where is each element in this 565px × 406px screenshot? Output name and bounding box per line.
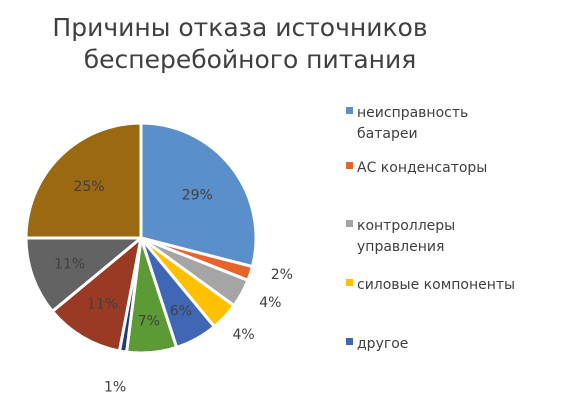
legend-swatch (346, 107, 353, 114)
legend-label: контроллеры (357, 218, 455, 234)
slice-data-label: 7% (138, 313, 160, 329)
slice-data-label: 25% (73, 179, 104, 195)
legend-label: силовые компоненты (357, 277, 515, 293)
legend-swatch (346, 338, 353, 345)
pie-data-labels: 29% 2% 4% 4% 6% 7% 1% 11% 11% 25% (54, 179, 293, 395)
slice-data-label: 1% (104, 379, 126, 395)
legend-swatch (346, 220, 353, 227)
legend-label: батареи (357, 126, 418, 142)
slice-data-label: 11% (54, 257, 85, 273)
chart-title-line-2: бесперебойного питания (84, 45, 417, 74)
legend-swatch (346, 279, 353, 286)
pie-slices (24, 121, 258, 355)
legend-swatch (346, 162, 353, 169)
legend-label: управления (357, 239, 444, 255)
chart-title-line-1: Причины отказа источников (52, 13, 427, 42)
pie-slice (139, 121, 258, 269)
pie-slice (24, 236, 143, 313)
legend-label: АС конденсаторы (357, 160, 487, 176)
legend: неисправность батареи АС конденсаторы контр… (346, 105, 515, 352)
slice-data-label: 2% (271, 267, 293, 283)
slice-data-label: 11% (87, 296, 118, 312)
legend-label: неисправность (357, 105, 468, 121)
slice-data-label: 29% (182, 187, 213, 203)
slice-data-label: 6% (170, 304, 192, 320)
slice-data-label: 4% (259, 295, 281, 311)
slice-data-label: 4% (232, 327, 254, 343)
pie-slice (24, 121, 143, 240)
pie-slice (50, 236, 143, 353)
legend-label: другое (357, 336, 408, 352)
